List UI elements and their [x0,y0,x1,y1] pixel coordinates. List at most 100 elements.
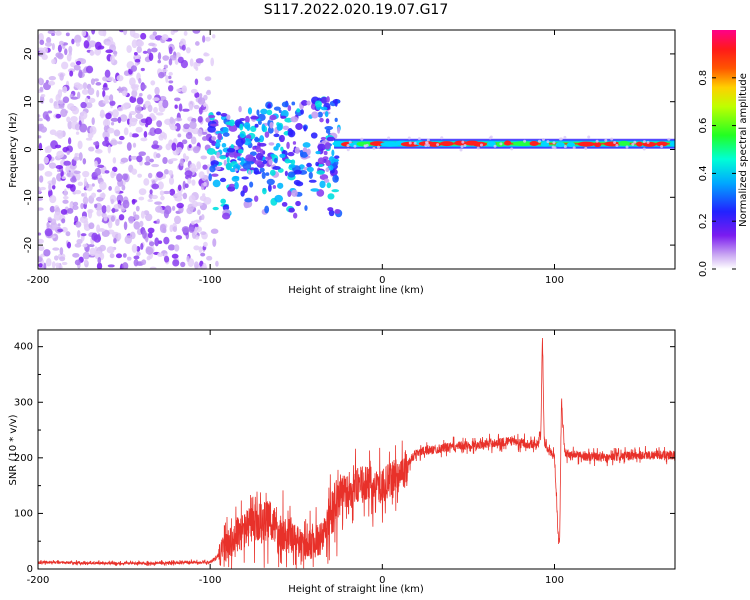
heatmap-cell [243,122,251,129]
heatmap-cell [48,162,57,169]
heatmap-cell [58,40,64,46]
heatmap-cell [140,32,147,40]
heatmap-cell [51,184,56,190]
heatmap-cell [277,182,284,189]
heatmap-cell [325,128,331,134]
colorbar-tick-label: 0.4 [698,165,709,181]
heatmap-cell [310,188,320,192]
heatmap-cell [155,153,161,159]
heatmap-cell [51,177,57,186]
heatmap-cell [49,205,56,213]
carrier-segment [593,142,602,148]
heatmap-cell [89,247,96,257]
heatmap-cell [633,140,637,144]
heatmap-cell [281,101,289,108]
heatmap-cell [75,131,80,135]
heatmap-cell [67,241,72,249]
carrier-segment [472,141,487,147]
heatmap-cell [278,109,282,114]
heatmap-cell [499,142,503,146]
heatmap-cell [151,163,160,168]
heatmap-cell [57,44,62,53]
heatmap-cell [71,175,76,182]
carrier-segment [513,141,533,147]
heatmap-cell [160,68,168,73]
heatmap-cell [189,103,193,111]
heatmap-cell [184,183,189,189]
heatmap-cell [129,30,136,37]
heatmap-cell [348,140,352,144]
heatmap-cell [129,132,133,138]
heatmap-cell [175,52,181,58]
heatmap-cell [488,136,492,140]
heatmap-cell [151,144,160,149]
heatmap-cell [105,41,112,46]
heatmap-cell [541,138,545,142]
heatmap-cell [537,139,541,143]
heatmap-cell [188,144,192,149]
heatmap-cell [77,181,84,187]
heatmap-cell [147,48,152,54]
heatmap-cell [631,142,635,146]
heatmap-cell [284,170,288,177]
heatmap-cell [72,205,79,211]
heatmap-y-label: Frequency (Hz) [8,112,19,188]
heatmap-cell [38,232,42,236]
heatmap-cell [215,260,219,267]
heatmap-cell [90,78,95,86]
heatmap-cell [320,106,328,111]
y-tick-label: 300 [14,397,33,408]
heatmap-cell [123,127,129,136]
heatmap-cell [182,192,188,200]
heatmap-cell [231,176,240,182]
heatmap-cell [189,163,197,172]
heatmap-cell [63,191,69,196]
heatmap-cell [91,232,99,241]
heatmap-cell [158,100,163,108]
heatmap-cell [108,186,112,191]
heatmap-cell [57,100,65,105]
heatmap-cell [183,123,190,130]
heatmap-cell [122,253,127,258]
heatmap-cell [104,136,109,142]
snr-line [38,337,675,569]
heatmap-cell [244,115,250,124]
heatmap-cell [40,126,48,133]
heatmap-cell [311,111,319,119]
heatmap-cell [325,159,331,167]
heatmap-cell [288,163,296,168]
heatmap-cell [282,125,289,131]
heatmap-cell [147,172,153,179]
heatmap-cell [287,171,296,178]
heatmap-cell [197,97,206,105]
heatmap-cell [167,84,174,92]
heatmap-cell [325,167,330,173]
heatmap-cell [51,261,56,269]
heatmap-cell [183,30,188,36]
heatmap-cell [38,256,43,263]
heatmap-cell [426,143,430,147]
heatmap-x-label: Height of straight line (km) [288,285,424,296]
heatmap-cell [424,144,428,148]
heatmap-cell [157,52,162,61]
heatmap-cell [149,127,157,137]
heatmap-cell [243,138,252,146]
heatmap-cell [190,220,195,225]
colorbar-label: Normalized spectral amplitude [738,73,749,227]
heatmap-cell [148,52,154,61]
heatmap-cell [104,69,111,78]
heatmap-cell [43,156,49,164]
heatmap-cell [109,94,114,102]
heatmap-cell [131,89,138,98]
heatmap-cell [302,147,308,154]
heatmap-cell [202,193,206,197]
heatmap-cell [73,82,81,88]
heatmap-cell [99,244,107,252]
heatmap-cell [186,207,194,215]
heatmap-cell [54,144,62,149]
heatmap-cell [175,192,183,198]
heatmap-cell [291,101,296,106]
heatmap-cell [113,237,117,244]
heatmap-cell [185,47,191,54]
heatmap-cell [38,77,43,85]
